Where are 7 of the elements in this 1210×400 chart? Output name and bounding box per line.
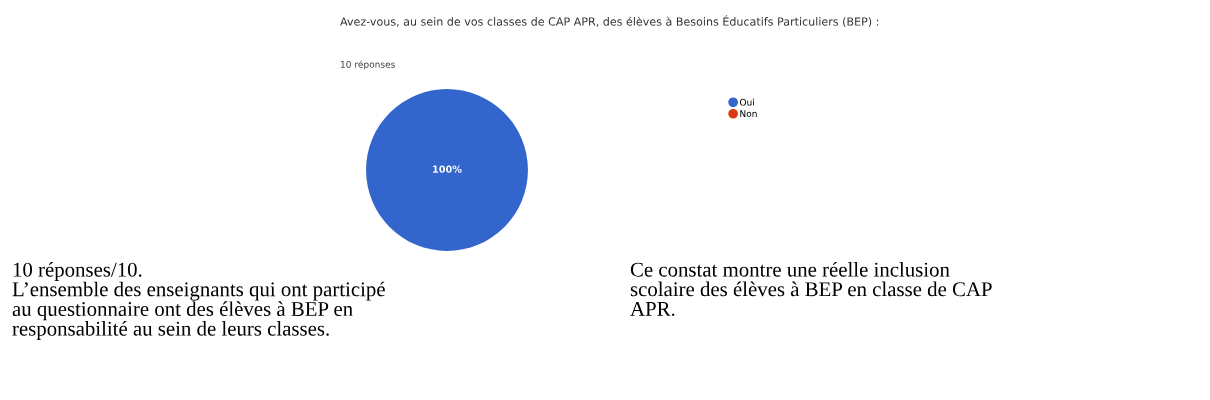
data-label: 100% (433, 165, 462, 173)
chart-subtitle: 10 réponses (340, 60, 395, 70)
chart-title: Avez-vous, au sein de vos classes de CAP APR, des élèves à Besoins Éducatifs Particuliers (BEP) : (340, 15, 879, 28)
legend-label: Non (740, 110, 757, 118)
legend-label: Oui (739, 98, 754, 106)
text: 10 réponses/10. L’ensemble des enseignants qui ont participé au questionnaire ont des élèves à BEP en responsabilité au sein de leurs classes. (12, 262, 385, 340)
text: Ce constat montre une réelle inclusion scolaire des élèves à BEP en classe de CAP APR. (630, 261, 992, 316)
